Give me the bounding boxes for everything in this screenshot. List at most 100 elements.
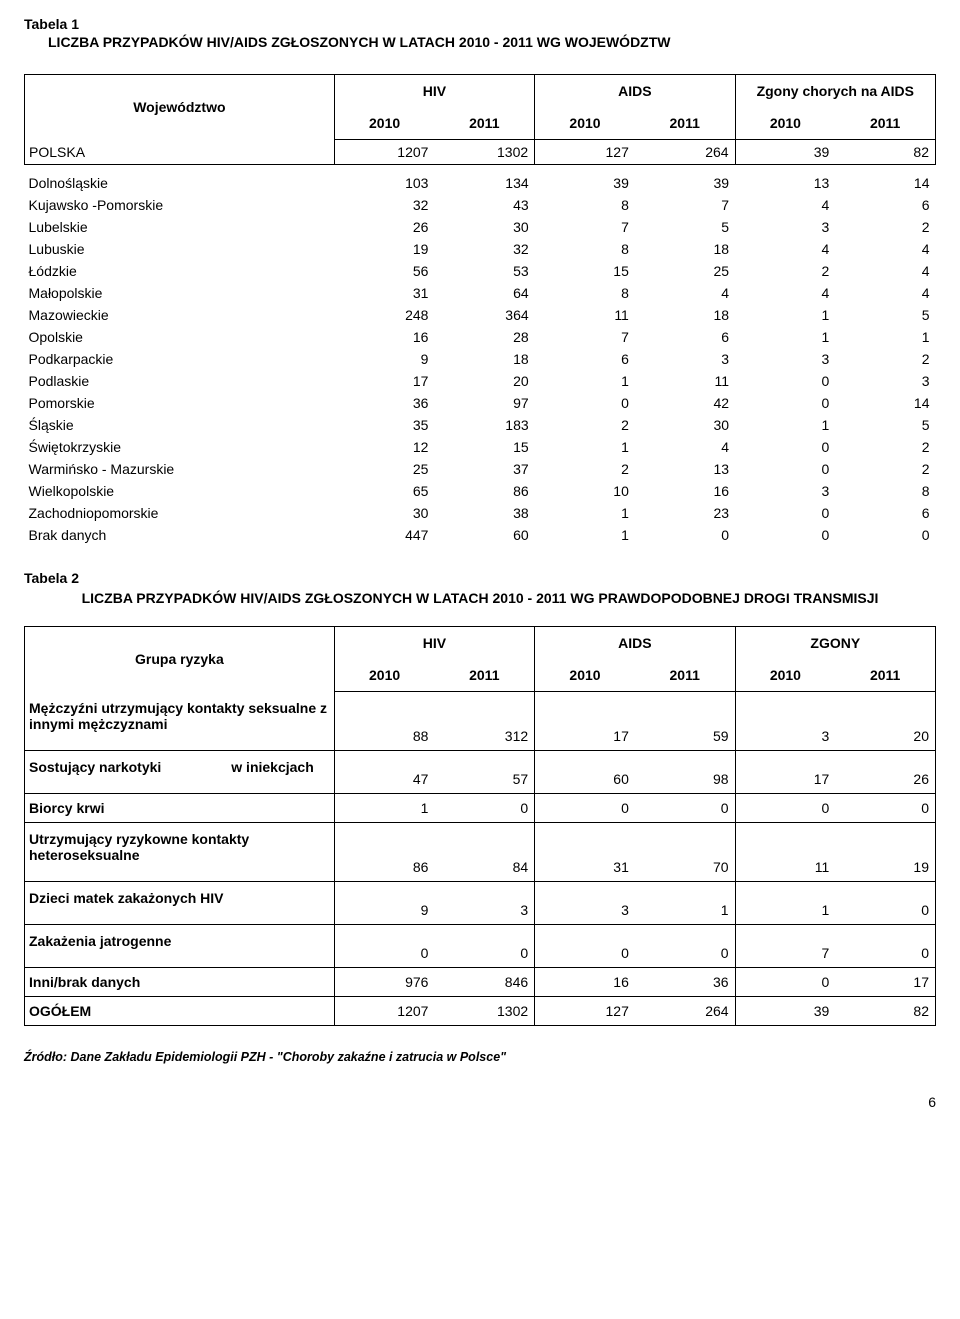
table1-row-label: Wielkopolskie bbox=[25, 480, 335, 502]
table1-cell: 9 bbox=[334, 348, 434, 370]
table2-cell: 3 bbox=[535, 881, 635, 924]
table1-cell: 64 bbox=[434, 282, 534, 304]
table2-cell: 0 bbox=[835, 793, 935, 822]
table1-cell: 16 bbox=[334, 326, 434, 348]
table1-row-polska: POLSKA 1207 1302 127 264 39 82 bbox=[25, 140, 936, 165]
table1-cell: 1 bbox=[535, 370, 635, 392]
table-row: Podkarpackie9186332 bbox=[25, 348, 936, 370]
table1-cell: 2 bbox=[835, 348, 935, 370]
table-row: Dolnośląskie10313439391314 bbox=[25, 165, 936, 195]
table-row: Dzieci matek zakażonych HIV933110 bbox=[25, 881, 936, 924]
table2-row-label: Biorcy krwi bbox=[25, 793, 335, 822]
table2-year-2010: 2010 bbox=[334, 659, 434, 692]
table1-row-label: Łódzkie bbox=[25, 260, 335, 282]
table1-cell: 56 bbox=[334, 260, 434, 282]
table2-total-row: OGÓŁEM120713021272643982 bbox=[25, 996, 936, 1025]
table2-cell: 312 bbox=[434, 692, 534, 751]
table-row: Kujawsko -Pomorskie32438746 bbox=[25, 194, 936, 216]
table1-cell: 1 bbox=[535, 524, 635, 546]
table1-cell: 1 bbox=[735, 414, 835, 436]
table2-cell: 59 bbox=[635, 692, 735, 751]
table2-cell: 82 bbox=[835, 996, 935, 1025]
table2-row-label: Utrzymujący ryzykowne kontakty heterosek… bbox=[25, 822, 335, 881]
table2-cell: 0 bbox=[535, 924, 635, 967]
table2-cell: 86 bbox=[334, 822, 434, 881]
table1-year-2010: 2010 bbox=[535, 107, 635, 140]
table1-cell: 15 bbox=[535, 260, 635, 282]
table1-cell: 12 bbox=[334, 436, 434, 458]
table1-voivodeships: Województwo HIV AIDS Zgony chorych na AI… bbox=[24, 74, 936, 546]
table1-row-label: Mazowieckie bbox=[25, 304, 335, 326]
table1-row-label: Małopolskie bbox=[25, 282, 335, 304]
table1-cell: 2 bbox=[835, 436, 935, 458]
table2-cell: 3 bbox=[735, 692, 835, 751]
table1-cell: 447 bbox=[334, 524, 434, 546]
table2-cell: 36 bbox=[635, 967, 735, 996]
table2-cell: 1 bbox=[735, 881, 835, 924]
table1-cell: 3 bbox=[735, 348, 835, 370]
table2-year-2011: 2011 bbox=[434, 659, 534, 692]
table2-row-label: Dzieci matek zakażonych HIV bbox=[25, 881, 335, 924]
table2-header-deaths: ZGONY bbox=[735, 627, 935, 660]
table1-cell: 1 bbox=[735, 304, 835, 326]
table1-cell: 25 bbox=[635, 260, 735, 282]
table1-cell: 39 bbox=[635, 165, 735, 195]
table1-cell: 13 bbox=[735, 165, 835, 195]
table2-cell: 47 bbox=[334, 750, 434, 793]
table1-cell: 4 bbox=[635, 436, 735, 458]
table1-cell: 14 bbox=[835, 165, 935, 195]
table-row: Utrzymujący ryzykowne kontakty heterosek… bbox=[25, 822, 936, 881]
page-number: 6 bbox=[24, 1094, 936, 1110]
table1-cell: 6 bbox=[835, 194, 935, 216]
table1-cell: 15 bbox=[434, 436, 534, 458]
table1-cell: 35 bbox=[334, 414, 434, 436]
table1-cell: 0 bbox=[635, 524, 735, 546]
table1-cell: 60 bbox=[434, 524, 534, 546]
table1-cell: 6 bbox=[835, 502, 935, 524]
table1-cell: 4 bbox=[735, 238, 835, 260]
table2-year-2011: 2011 bbox=[835, 659, 935, 692]
table1-cell: 103 bbox=[334, 165, 434, 195]
table-row: Śląskie3518323015 bbox=[25, 414, 936, 436]
table-row: Pomorskie3697042014 bbox=[25, 392, 936, 414]
table2-year-2010: 2010 bbox=[735, 659, 835, 692]
table1-cell: 14 bbox=[835, 392, 935, 414]
table2-cell: 0 bbox=[635, 793, 735, 822]
table1-cell: 97 bbox=[434, 392, 534, 414]
table1-row-label: Pomorskie bbox=[25, 392, 335, 414]
table-row: Warmińsko - Mazurskie253721302 bbox=[25, 458, 936, 480]
table2-cell: 98 bbox=[635, 750, 735, 793]
table1-cell: 2 bbox=[535, 414, 635, 436]
table1-cell: 17 bbox=[334, 370, 434, 392]
table1-cell: 18 bbox=[635, 304, 735, 326]
table-row: Lubuskie193281844 bbox=[25, 238, 936, 260]
table1-polska-label: POLSKA bbox=[25, 140, 335, 165]
table-row: Brak danych447601000 bbox=[25, 524, 936, 546]
table1-cell: 2 bbox=[835, 458, 935, 480]
table1-cell: 36 bbox=[334, 392, 434, 414]
table2-cell: 57 bbox=[434, 750, 534, 793]
table1-cell: 16 bbox=[635, 480, 735, 502]
table2-cell: 127 bbox=[535, 996, 635, 1025]
table2-cell: 20 bbox=[835, 692, 935, 751]
table1-row-label: Kujawsko -Pomorskie bbox=[25, 194, 335, 216]
table2-cell: 31 bbox=[535, 822, 635, 881]
table2-cell: 11 bbox=[735, 822, 835, 881]
table2-year-2010: 2010 bbox=[535, 659, 635, 692]
table1-cell: 0 bbox=[835, 524, 935, 546]
table2-cell: 70 bbox=[635, 822, 735, 881]
table1-cell: 7 bbox=[535, 216, 635, 238]
table2-cell: 19 bbox=[835, 822, 935, 881]
table2-risk-groups: Grupa ryzyka HIV AIDS ZGONY 2010 2011 20… bbox=[24, 626, 936, 1026]
table2-cell: 17 bbox=[835, 967, 935, 996]
table1-cell: 5 bbox=[835, 304, 935, 326]
table1-cell: 0 bbox=[735, 458, 835, 480]
table1-cell: 65 bbox=[334, 480, 434, 502]
table-row: Mężczyźni utrzymujący kontakty seksualne… bbox=[25, 692, 936, 751]
table2-caption: Tabela 2 bbox=[24, 570, 936, 586]
table1-cell: 26 bbox=[334, 216, 434, 238]
table1-cell: 10 bbox=[535, 480, 635, 502]
table1-cell: 4 bbox=[735, 194, 835, 216]
table-row: Podlaskie172011103 bbox=[25, 370, 936, 392]
table2-cell: 0 bbox=[735, 793, 835, 822]
